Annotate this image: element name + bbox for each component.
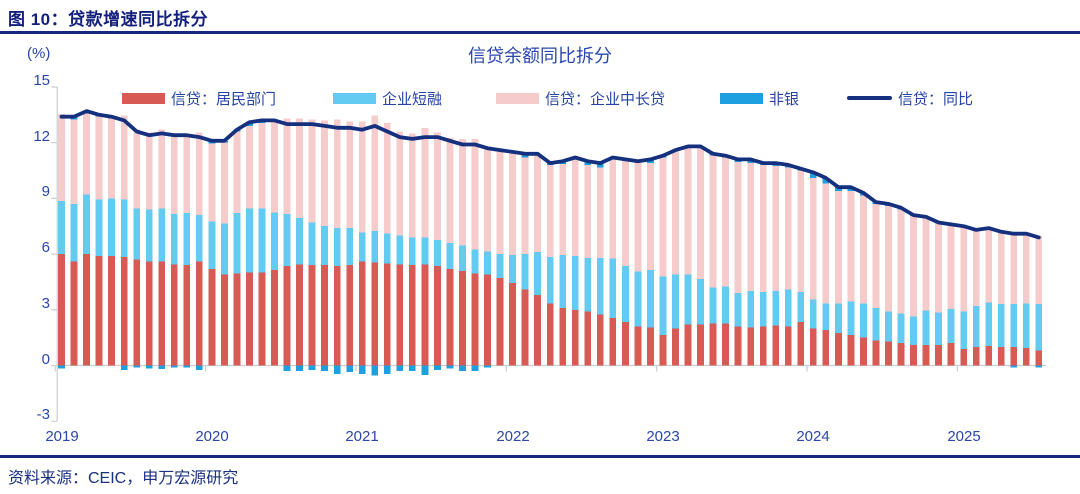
legend-label: 企业短融	[382, 90, 443, 108]
legend-label: 信贷：同比	[898, 90, 974, 108]
figure-title: 图 10：贷款增速同比拆分	[8, 10, 209, 29]
y-tick-label: 15	[33, 72, 50, 89]
legend-label: 信贷：居民部门	[171, 90, 277, 108]
header-rule	[0, 31, 1080, 34]
household-loans-swatch-icon	[122, 92, 165, 104]
y-tick-label: 0	[41, 351, 50, 368]
chart-title: 信贷余额同比拆分	[468, 46, 612, 66]
x-tick-label-2021: 2021	[345, 428, 379, 445]
y-tick-label: 3	[41, 295, 50, 312]
x-tick-label-2020: 2020	[195, 428, 229, 445]
legend-label: 非银	[769, 90, 800, 108]
x-tick-label-2023: 2023	[646, 428, 680, 445]
legend-item-corporate-short-financing: 企业短融	[333, 89, 443, 108]
x-tick-label-2025: 2025	[947, 428, 981, 445]
legend-item-household-loans: 信贷：居民部门	[122, 89, 277, 108]
corporate-short-financing-swatch-icon	[333, 92, 376, 104]
legend-item-credit-yoy-line: 信贷：同比	[847, 89, 974, 108]
corporate-midlong-loans-swatch-icon	[496, 92, 539, 104]
x-tick-label-2024: 2024	[796, 428, 830, 445]
source-note: 资料来源：CEIC，申万宏源研究	[8, 470, 239, 487]
legend-item-corporate-midlong-loans: 信贷：企业中长贷	[496, 89, 666, 108]
x-tick-label-2019: 2019	[45, 428, 79, 445]
footer-rule	[0, 455, 1080, 458]
y-tick-label: -3	[36, 406, 50, 423]
nonbank-swatch-icon	[720, 92, 763, 104]
x-tick-label-2022: 2022	[496, 428, 530, 445]
y-tick-label: 9	[41, 183, 50, 200]
y-axis-unit-label: (%)	[27, 45, 51, 62]
legend-item-nonbank: 非银	[720, 89, 800, 108]
legend-label: 信贷：企业中长贷	[545, 90, 666, 108]
y-tick-label: 12	[33, 128, 50, 145]
credit-yoy-line-swatch-icon	[847, 96, 892, 100]
y-tick-label: 6	[41, 239, 50, 256]
